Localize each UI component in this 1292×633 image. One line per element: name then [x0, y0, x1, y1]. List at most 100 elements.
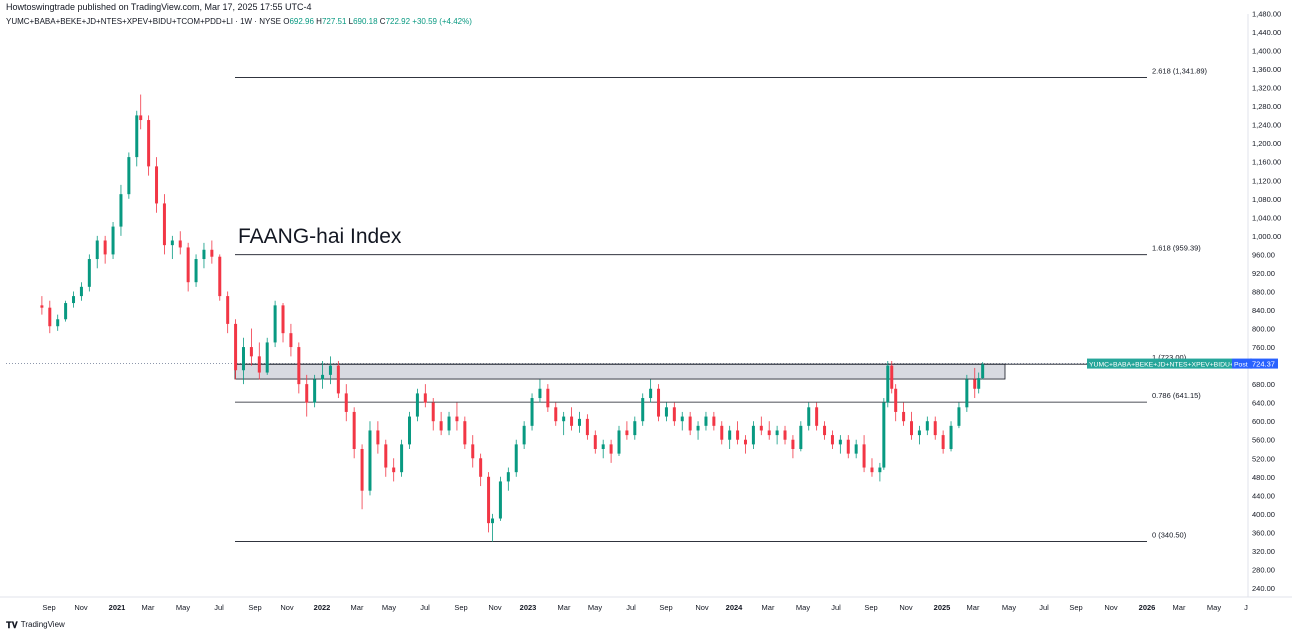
candle-body — [491, 518, 495, 524]
candle-body — [775, 430, 779, 436]
candle-body — [830, 435, 834, 445]
candle — [767, 421, 771, 440]
candle — [95, 235, 99, 269]
candle — [352, 407, 356, 459]
candle — [530, 393, 534, 431]
candle-body — [617, 430, 621, 454]
candle — [609, 439, 613, 463]
candle-body — [554, 407, 558, 422]
price-tick-label: 680.00 — [1252, 380, 1275, 389]
candle-body — [882, 402, 886, 468]
low-value: 690.18 — [353, 17, 378, 26]
candle-body — [522, 425, 526, 445]
candle — [815, 402, 819, 431]
price-tick-label: 480.00 — [1252, 473, 1275, 482]
candle-body — [577, 418, 581, 426]
candle — [487, 472, 491, 533]
time-tick-label: Sep — [864, 603, 877, 612]
candle-body — [234, 323, 238, 371]
time-tick-label: 2022 — [314, 603, 331, 612]
candle — [514, 439, 518, 477]
candle-body — [210, 249, 214, 257]
candle-body — [664, 407, 668, 417]
candle — [894, 384, 898, 422]
candle — [981, 362, 985, 380]
candle-body — [431, 402, 435, 422]
time-tick-label: Mar — [762, 603, 775, 612]
candle-body — [463, 421, 467, 445]
candle — [680, 411, 684, 431]
published-text: Howtoswingtrade published on TradingView… — [6, 2, 312, 12]
tradingview-logo-icon: 𝐓𝐕 — [6, 620, 18, 630]
candle — [775, 425, 779, 445]
time-tick-label: Sep — [248, 603, 261, 612]
candle-body — [823, 425, 827, 436]
low-label: L — [348, 17, 354, 26]
candle — [194, 254, 198, 287]
candle-body — [712, 416, 716, 426]
close-label: C — [379, 17, 386, 26]
candle — [178, 231, 182, 255]
candle — [522, 421, 526, 449]
candle-body — [281, 305, 285, 334]
candle — [400, 439, 404, 477]
candle-body — [933, 421, 937, 436]
candle-body — [328, 365, 332, 375]
candle — [336, 360, 340, 399]
price-tick-label: 400.00 — [1252, 510, 1275, 519]
chart-title: FAANG-hai Index — [238, 225, 402, 248]
candle — [147, 115, 151, 176]
candle-body — [170, 240, 174, 246]
candle — [210, 240, 214, 264]
resistance-zone — [234, 363, 1006, 380]
last-price-text: 724.37 — [1252, 360, 1275, 369]
candle-body — [601, 444, 605, 449]
candle — [577, 411, 581, 433]
candle-body — [265, 342, 269, 373]
candle-body — [392, 467, 396, 473]
candle — [234, 319, 238, 380]
candle-body — [977, 378, 981, 389]
candle — [562, 411, 566, 436]
time-tick-label: 2026 — [1139, 603, 1156, 612]
candle — [218, 254, 222, 301]
candle — [305, 374, 309, 417]
candle — [423, 384, 427, 408]
candle-body — [408, 416, 412, 445]
price-tick-label: 960.00 — [1252, 250, 1275, 259]
price-tick-label: 240.00 — [1252, 584, 1275, 593]
candle-body — [585, 418, 589, 436]
symbol-label[interactable]: YUMC+BABA+BEKE+JD+NTES+XPEV+BIDU+TCOM+PD… — [6, 17, 281, 26]
candle — [910, 411, 914, 440]
candle — [783, 425, 787, 445]
candle-body — [400, 444, 404, 473]
open-label: O — [283, 17, 290, 26]
candle-body — [273, 305, 277, 343]
candle — [241, 337, 245, 385]
candle-body — [218, 256, 222, 297]
candle — [882, 398, 886, 470]
price-tick-label: 1,320.00 — [1252, 84, 1281, 93]
candle — [368, 421, 372, 496]
candle-body — [471, 444, 475, 459]
candle — [135, 110, 139, 167]
price-tick-label: 1,120.00 — [1252, 176, 1281, 185]
candle — [688, 411, 692, 436]
time-tick-label: Sep — [659, 603, 672, 612]
close-value: 722.92 — [385, 17, 411, 26]
candle-body — [447, 416, 451, 431]
candle-body — [649, 388, 653, 399]
fib-levels: 2.618 (1,341.89) 1.618 (959.39) 1 (723.00)… — [6, 66, 1247, 542]
candle — [973, 367, 977, 399]
candle — [720, 421, 724, 445]
candle-body — [423, 393, 427, 403]
price-tick-label: 1,440.00 — [1252, 28, 1281, 37]
candle-body — [56, 319, 60, 327]
time-tick-label: May — [176, 603, 190, 612]
time-tick-label: Nov — [1104, 603, 1118, 612]
tradingview-footer[interactable]: 𝐓𝐕 TradingView — [6, 619, 65, 631]
candle-body — [949, 425, 953, 449]
candle-body — [688, 416, 692, 431]
candle-body — [902, 411, 906, 422]
